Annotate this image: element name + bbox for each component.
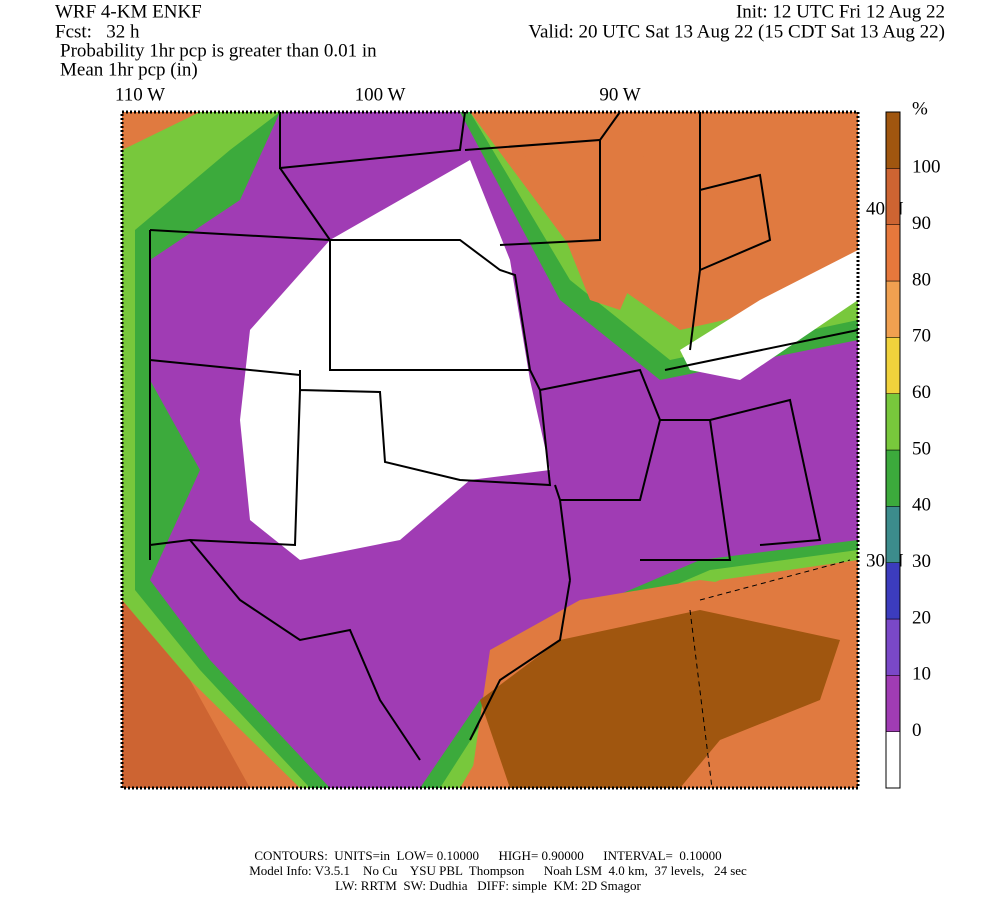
colorbar-unit: %: [912, 98, 928, 119]
valid-time: Valid: 20 UTC Sat 13 Aug 22 (15 CDT Sat …: [528, 21, 945, 42]
colorbar: 0 10 20 30 40 50 60 70 80 90 100%: [885, 98, 941, 789]
precip-area: [480, 610, 840, 788]
colorbar-segment: [885, 280, 901, 338]
precip-area: [122, 600, 250, 788]
forecast-hour: Fcst: 32 h: [55, 21, 140, 42]
state-borders: [149, 111, 859, 761]
colorbar-segment: [885, 506, 901, 563]
longitude-label: 90 W: [599, 84, 640, 105]
longitude-label: 100 W: [355, 84, 406, 105]
boundary-line: [689, 559, 851, 789]
colorbar-segment: [885, 449, 901, 507]
no-precip-area: [680, 250, 858, 380]
colorbar-segment: [885, 337, 901, 394]
colorbar-tick-label: 30: [912, 551, 931, 572]
colorbar-segment: [885, 224, 901, 282]
field-title: Mean 1hr pcp (in): [60, 59, 198, 80]
colorbar-segment: [885, 111, 901, 169]
footer-physics: LW: RRTM SW: Dudhia DIFF: simple KM: 2D …: [335, 878, 641, 893]
colorbar-segment: [885, 562, 901, 620]
precip-area: [500, 112, 650, 310]
colorbar-tick-label: 40: [912, 495, 931, 516]
colorbar-segment: [885, 168, 901, 225]
colorbar-tick-label: 20: [912, 607, 931, 628]
longitude-label: 110 W: [115, 84, 165, 105]
colorbar-frame: [885, 111, 901, 789]
colorbar-tick-label: 60: [912, 382, 931, 403]
colorbar-segment: [885, 393, 901, 451]
footer-contours: CONTOURS: UNITS=in LOW= 0.10000 HIGH= 0.…: [254, 848, 721, 863]
init-time: Init: 12 UTC Fri 12 Aug 22: [736, 1, 945, 22]
colorbar-tick-label: 80: [912, 269, 931, 290]
colorbar-tick-label: 50: [912, 438, 931, 459]
colorbar-segment: [885, 731, 901, 789]
footer-model-info: Model Info: V3.5.1 No Cu YSU PBL Thompso…: [249, 863, 747, 878]
colorbar-segment: [885, 618, 901, 676]
map: [120, 110, 860, 790]
field-title: Probability 1hr pcp is greater than 0.01…: [60, 40, 377, 61]
colorbar-tick-label: 70: [912, 326, 931, 347]
map-frame: [120, 110, 860, 790]
colorbar-tick-label: 90: [912, 213, 931, 234]
colorbar-tick-label: 100: [912, 157, 941, 178]
colorbar-segment: [885, 675, 901, 732]
colorbar-tick-label: 10: [912, 664, 931, 685]
model-name: WRF 4-KM ENKF: [55, 1, 202, 22]
colorbar-tick-label: 0: [912, 720, 922, 741]
no-precip-area: [240, 160, 550, 560]
